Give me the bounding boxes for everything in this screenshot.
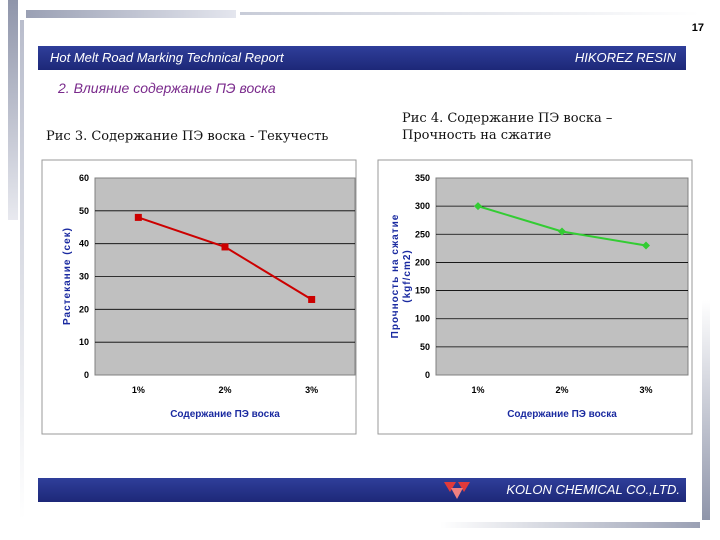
chart-right: 0 50 100 150 200 250 300 350 1% 2% 3% Содержание ПЭ…	[390, 173, 689, 420]
chart-left-ytick-label: 20	[79, 304, 89, 314]
chart-right-ytick-label: 300	[415, 201, 430, 211]
chart-right-ytick-label: 150	[415, 286, 430, 296]
chart-left: 0 10 20 30 40 50 60 1% 2% 3% Содержание ПЭ воска Ра…	[62, 173, 356, 420]
chart-left-ytick-label: 50	[79, 206, 89, 216]
chart-right-data-point	[642, 241, 650, 250]
figure-caption-left: Рис 3. Содержание ПЭ воска - Текучесть	[46, 128, 328, 145]
frame-decoration-right	[702, 300, 710, 520]
chart-right-data-point	[558, 227, 566, 236]
frame-decoration-top	[26, 10, 236, 18]
chart-left-ytick-label: 40	[79, 239, 89, 249]
chart-left-ytick-label: 10	[79, 337, 89, 347]
chart-left-data-point	[308, 295, 316, 303]
chart-right-ytick-label: 350	[415, 173, 430, 183]
chart-left-data-point	[134, 213, 142, 221]
chart-left-xtick-label: 2%	[218, 385, 231, 395]
chart-right-ytick-label: 100	[415, 314, 430, 324]
chart-left-ytick-label: 30	[79, 272, 89, 282]
chart-right-ytick-label: 200	[415, 257, 430, 267]
figure-caption-right: Рис 4. Содержание ПЭ воска – Прочность н…	[402, 110, 612, 144]
chart-right-xtick-label: 3%	[639, 385, 652, 395]
chart-right-xtick-label: 2%	[555, 385, 568, 395]
caption-right-line2: Прочность на сжатие	[402, 128, 552, 143]
chart-right-x-axis-title: Содержание ПЭ воска	[507, 409, 617, 420]
chart-left-data-point	[221, 243, 229, 251]
chart-right-y-axis-title-line2: (kgf/cm2)	[402, 249, 413, 302]
frame-decoration-top-thin	[240, 12, 700, 15]
chart-left-x-axis-title: Содержание ПЭ воска	[170, 409, 280, 420]
kolon-logo-icon	[444, 482, 470, 499]
chart-left-xtick-label: 3%	[305, 385, 318, 395]
frame-decoration-left	[8, 0, 18, 220]
caption-right-line1: Рис 4. Содержание ПЭ воска –	[402, 111, 613, 126]
page-number: 17	[691, 22, 704, 34]
chart-right-xtick-label: 1%	[471, 385, 484, 395]
chart-right-data-point	[474, 202, 482, 211]
chart-right-y-axis-title-line1: Прочность на сжатие	[390, 214, 401, 339]
chart-right-ytick-label: 250	[415, 229, 430, 239]
chart-left-y-axis-title: Растекание (сек)	[62, 227, 73, 325]
report-title: Hot Melt Road Marking Technical Report	[50, 50, 284, 65]
company-name: KOLON CHEMICAL CO.,LTD.	[506, 482, 680, 497]
frame-decoration-bottom	[440, 522, 700, 528]
chart-right-ytick-label: 50	[420, 342, 430, 352]
chart-left-ytick-label: 60	[79, 173, 89, 183]
chart-left-ytick-label: 0	[84, 370, 89, 380]
section-title: 2. Влияние содержание ПЭ воска	[58, 80, 276, 96]
chart-left-xtick-label: 1%	[132, 385, 145, 395]
chart-right-plot-area	[435, 177, 689, 376]
footer-band: KOLON CHEMICAL CO.,LTD.	[38, 478, 686, 502]
caption-left-text: Рис 3. Содержание ПЭ воска - Текучесть	[46, 129, 329, 144]
chart-right-ytick-label: 0	[425, 370, 430, 380]
header-band: Hot Melt Road Marking Technical Report H…	[38, 46, 686, 70]
frame-decoration-left-thin	[20, 20, 24, 520]
product-name: HIKOREZ RESIN	[574, 50, 676, 65]
